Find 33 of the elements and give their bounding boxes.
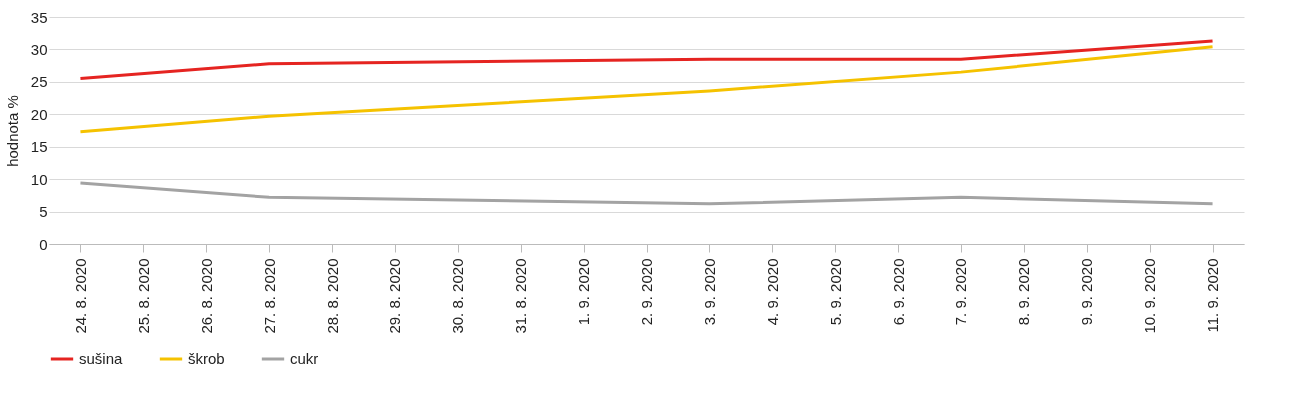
x-tick-label: 30. 8. 2020: [449, 258, 467, 334]
line-series: [78, 39, 1215, 81]
x-tick-label: 7. 9. 2020: [952, 258, 970, 326]
x-tick-label: 25. 8. 2020: [134, 258, 152, 334]
y-tick-label: 5: [39, 203, 48, 221]
x-tick-label: 6. 9. 2020: [889, 258, 907, 326]
x-tick-label: 8. 9. 2020: [1015, 258, 1033, 326]
line-series: [78, 45, 1215, 134]
x-tick-label: 1. 9. 2020: [575, 258, 593, 326]
x-tick-label: 9. 9. 2020: [1078, 258, 1096, 326]
x-tick-label: 10. 9. 2020: [1141, 258, 1159, 334]
y-tick-label: 10: [30, 170, 48, 188]
x-tick-label: 2. 9. 2020: [638, 258, 655, 326]
y-tick-label: 25: [30, 73, 48, 91]
y-tick-label: 35: [30, 8, 48, 26]
legend-label: cukr: [290, 350, 319, 367]
legend-label: sušina: [79, 350, 124, 367]
y-tick-label: 20: [30, 105, 48, 123]
x-tick-label: 24. 8. 2020: [71, 258, 89, 334]
y-tick-label: 30: [30, 40, 48, 58]
x-tick-label: 31. 8. 2020: [512, 258, 530, 334]
x-tick-label: 27. 8. 2020: [260, 258, 278, 334]
y-tick-label: 15: [30, 138, 48, 156]
x-tick-label: 28. 8. 2020: [323, 258, 341, 334]
x-tick-label: 4. 9. 2020: [763, 258, 781, 326]
legend-label: škrob: [188, 350, 225, 367]
y-tick-label: 0: [39, 235, 48, 253]
x-tick-label: 29. 8. 2020: [386, 258, 404, 334]
x-tick-label: 11. 9. 2020: [1204, 258, 1222, 333]
x-tick-label: 5. 9. 2020: [826, 258, 844, 326]
x-tick-label: 3. 9. 2020: [700, 258, 718, 326]
x-tick-label: 26. 8. 2020: [197, 258, 215, 334]
y-axis-title: hodnota %: [3, 95, 21, 167]
